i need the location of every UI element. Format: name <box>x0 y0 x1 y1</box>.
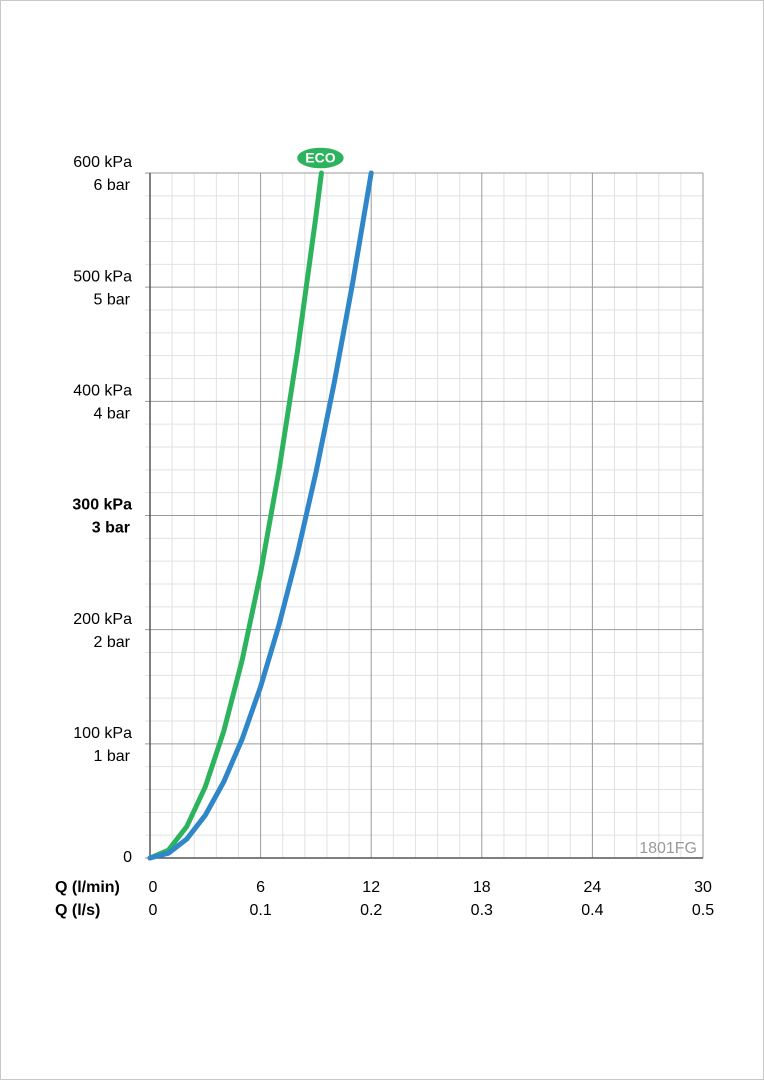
x-tick-label: 24 <box>584 879 602 896</box>
series-badge: ECO <box>295 146 346 170</box>
annotation: 1801FG <box>639 840 697 857</box>
x-tick-label: 18 <box>473 879 491 896</box>
y-tick-label: 200 kPa <box>73 611 132 628</box>
x-tick-label: 6 <box>256 879 265 896</box>
legend-label: ECO <box>305 150 335 166</box>
y2-tick-label: 5 bar <box>94 291 131 308</box>
y-tick-label: 100 kPa <box>73 725 132 742</box>
y-tick-label: 500 kPa <box>73 268 132 285</box>
x-tick-label: 0 <box>149 879 158 896</box>
y-tick-label: 300 kPa <box>72 497 132 514</box>
x2-tick-label: 0.5 <box>692 902 714 919</box>
y-tick-label: 600 kPa <box>73 154 132 171</box>
x2-axis-label: Q (l/s) <box>55 902 100 919</box>
y2-tick-label: 4 bar <box>94 406 131 423</box>
x2-tick-label: 0.3 <box>471 902 493 919</box>
y2-tick-label: 3 bar <box>92 520 130 537</box>
y2-tick-label: 6 bar <box>94 177 131 194</box>
x2-tick-label: 0.1 <box>249 902 271 919</box>
x2-tick-label: 0.2 <box>360 902 382 919</box>
y2-tick-label: 1 bar <box>94 748 131 765</box>
y-tick-label: 0 <box>123 849 132 866</box>
line-series <box>147 170 324 861</box>
badge-shape <box>295 146 346 170</box>
y2-tick-label: 2 bar <box>94 634 131 651</box>
x-axis-label: Q (l/min) <box>55 879 120 896</box>
y-tick-label: 400 kPa <box>73 383 132 400</box>
x-tick-label: 12 <box>362 879 380 896</box>
x2-tick-label: 0 <box>149 902 158 919</box>
line-series <box>147 170 374 861</box>
x-tick-label: 30 <box>694 879 712 896</box>
x2-tick-label: 0.4 <box>581 902 603 919</box>
